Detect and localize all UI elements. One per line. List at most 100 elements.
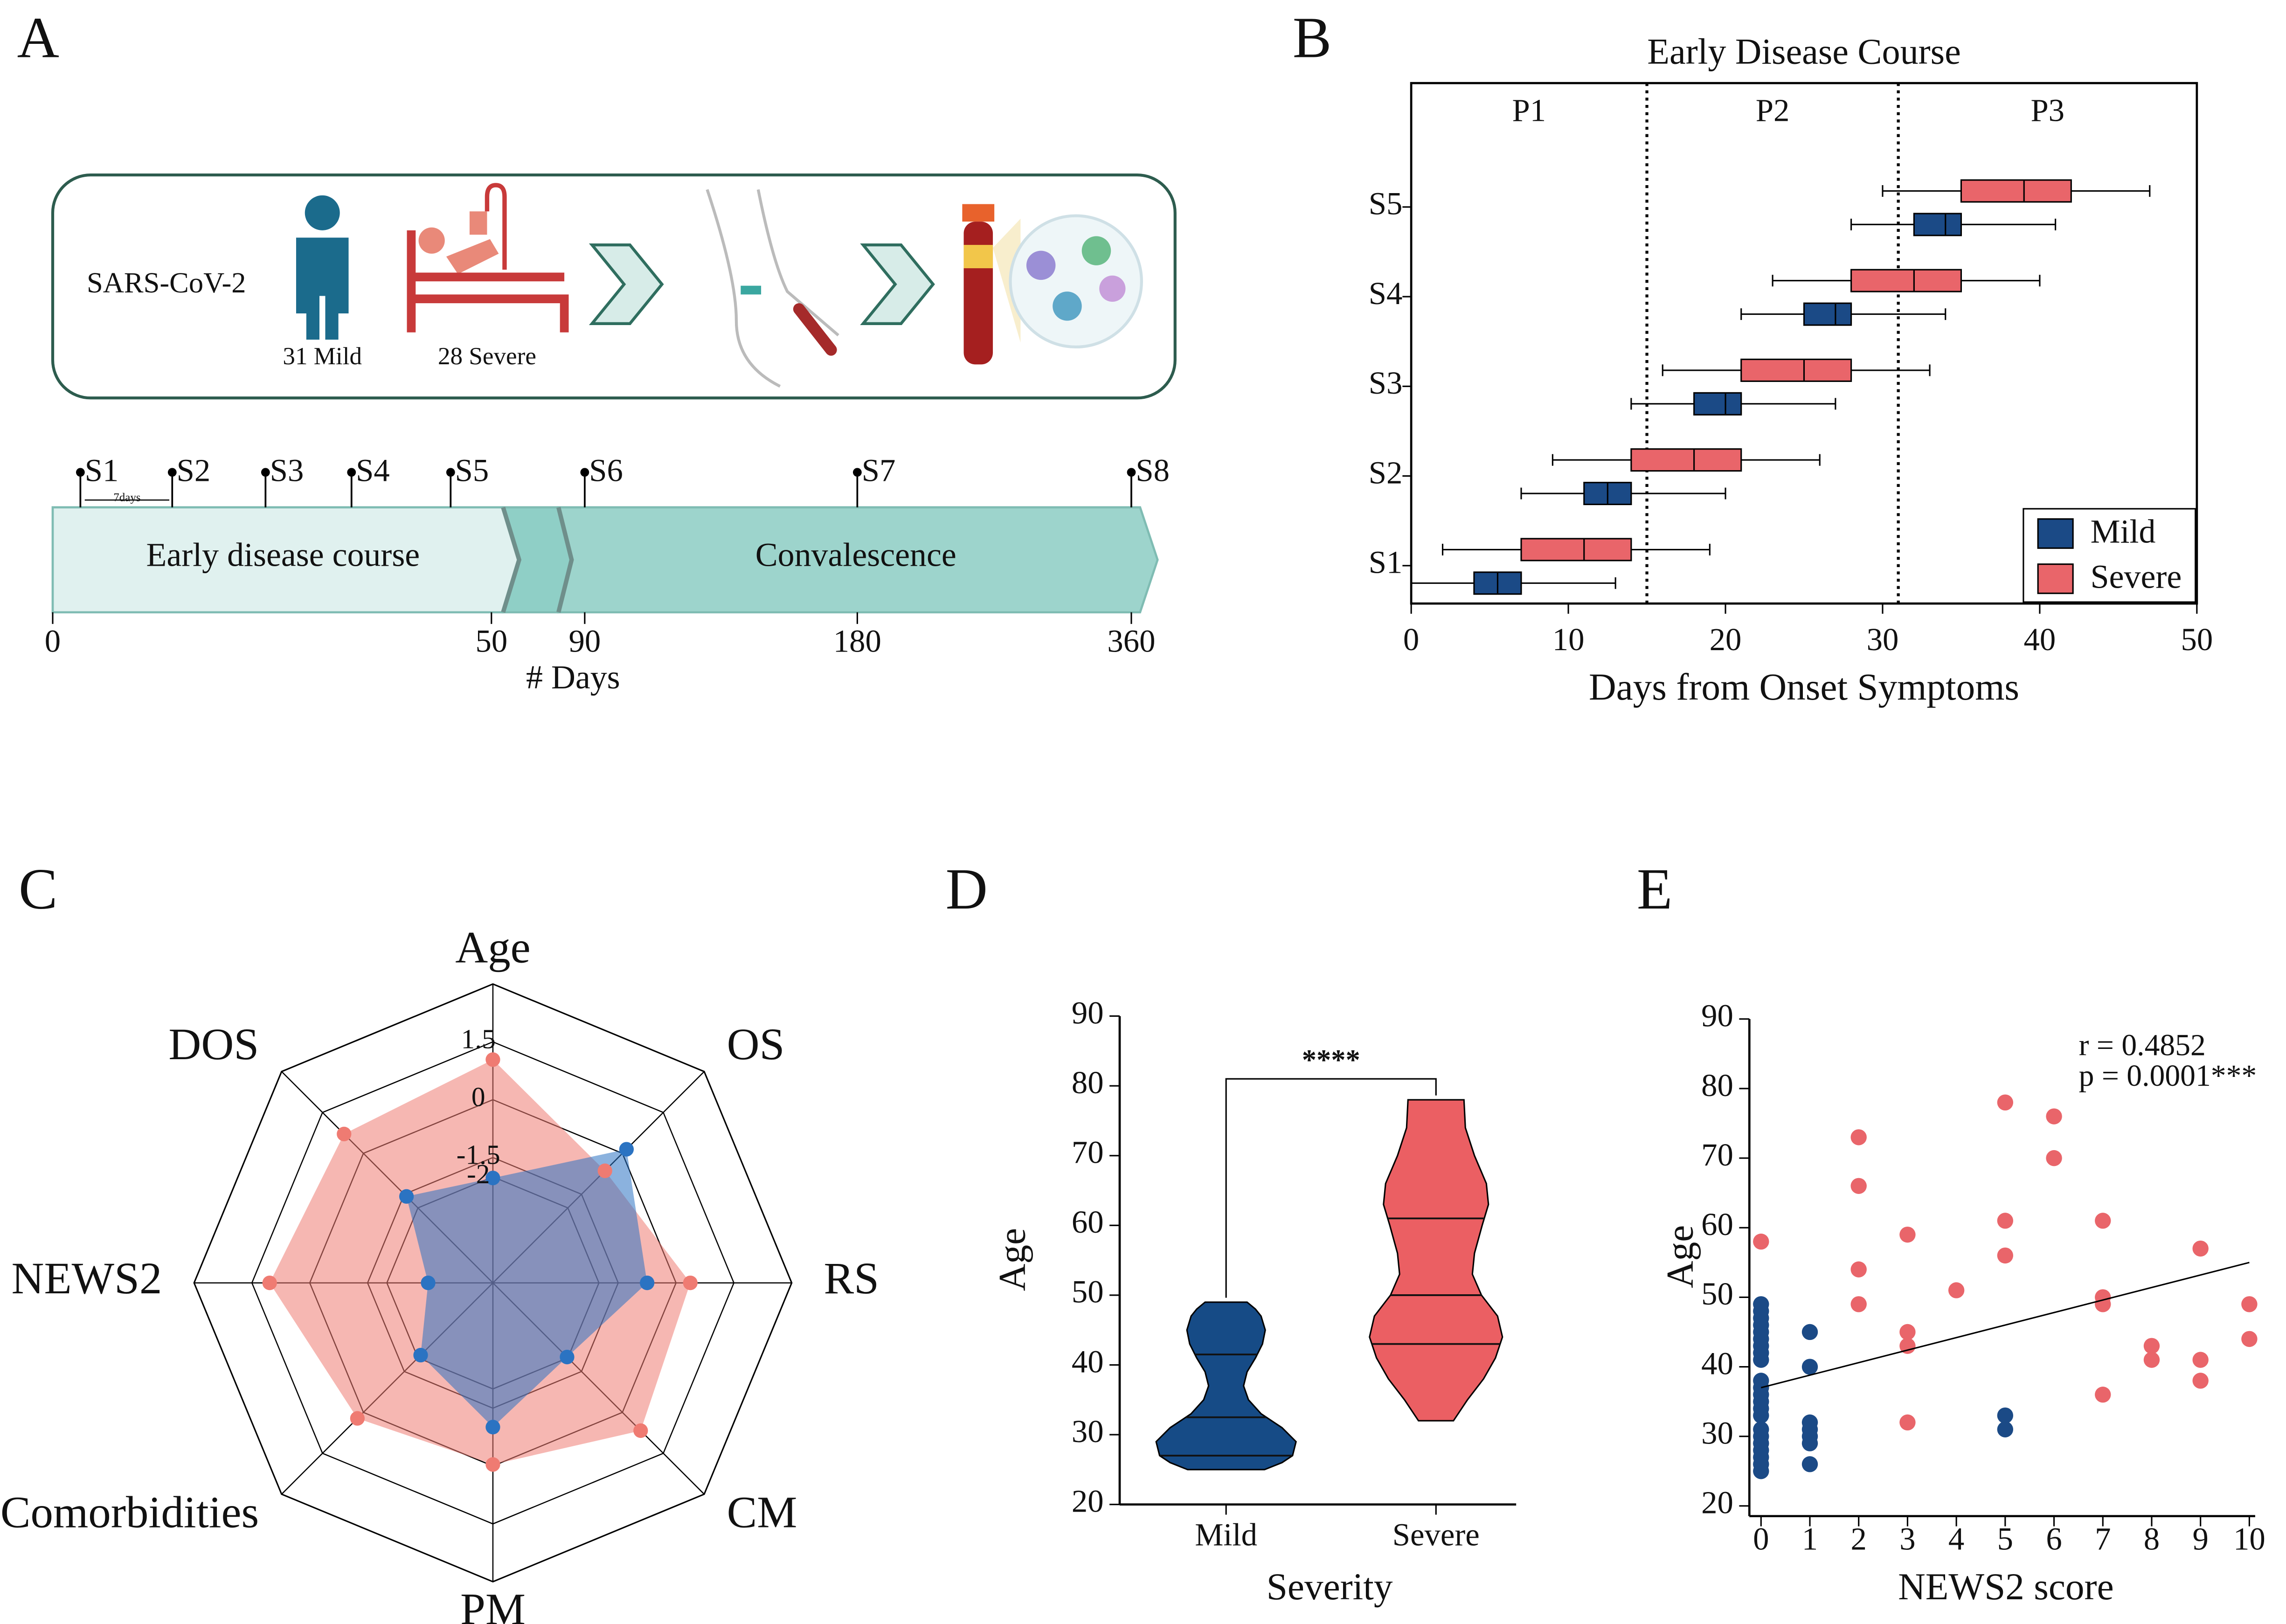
sample-pin-head [261,468,270,477]
radar-point [640,1275,655,1291]
x-axis-label: Severity [1267,1566,1393,1608]
sample-label: S6 [589,453,623,488]
radar-point [633,1423,648,1438]
sample-label: S8 [1136,453,1170,488]
x-tick-label: 1 [1802,1521,1818,1557]
phase-label: Early disease course [146,536,420,574]
region-label: P2 [1756,93,1790,128]
point [2241,1296,2258,1312]
point [1850,1129,1867,1145]
point [2143,1338,2160,1354]
sample-label: S4 [356,453,390,488]
panel-label: A [17,6,59,70]
point [1997,1421,2014,1437]
x-tick-label: 9 [2192,1521,2208,1557]
y-tick-label: 50 [1072,1274,1104,1310]
drip-bag [469,211,487,235]
y-tick-label: 30 [1701,1415,1733,1450]
r-tick-label: -1.5 [457,1139,500,1170]
day-tick-label: 50 [475,623,507,659]
point [1899,1414,1916,1431]
axis-label: RS [824,1253,879,1303]
y-tick-label: 50 [1701,1276,1733,1312]
r-tick-label: 1.5 [461,1023,496,1054]
y-tick-label: 60 [1072,1204,1104,1240]
axis-label: Comorbidities [0,1487,259,1537]
radar-point [619,1142,634,1157]
y-tick-label: 70 [1701,1137,1733,1173]
day-tick-label: 360 [1107,623,1155,659]
radar-point [485,1171,500,1186]
person-head [305,195,340,230]
y-tick-label: 40 [1701,1346,1733,1381]
sample-pin-head [76,468,85,477]
sample-label: S2 [177,453,211,488]
axis-label: OS [727,1019,785,1069]
radar-point [485,1420,500,1435]
point [1753,1352,1769,1368]
point [1997,1213,2014,1229]
point [1899,1324,1916,1340]
point [1850,1296,1867,1312]
day-tick-label: 180 [833,623,881,659]
x-tick-label: 0 [1753,1521,1769,1557]
point [2095,1387,2111,1403]
y-tick-label: 20 [1072,1483,1104,1519]
sample-tube [793,303,837,356]
point [1899,1226,1916,1243]
cohort-label: SARS-CoV-2 [87,266,246,299]
panel-label: E [1637,857,1672,922]
radar-point [337,1126,352,1142]
point [2192,1240,2209,1257]
x-tick-label: Mild [1195,1517,1257,1552]
tube-cap [962,204,995,222]
x-tick-label: Severe [1392,1517,1480,1552]
significance-bracket [1225,1078,1437,1298]
x-tick-label: 40 [2024,622,2056,657]
point [1753,1233,1769,1250]
sample-pin-head [446,468,455,477]
y-tick-label: 70 [1072,1135,1104,1170]
box [1740,358,1852,382]
region-label: P1 [1512,93,1546,128]
x-axis-label: Days from Onset Symptoms [1589,666,2019,708]
panel-label: C [19,857,57,922]
y-tick-label: 30 [1072,1414,1104,1449]
axis-label: CM [727,1487,797,1537]
radar-point [399,1189,414,1204]
point [2095,1296,2111,1312]
radar-point [597,1163,612,1178]
box [1960,179,2072,203]
legend-label: Severe [2091,558,2182,596]
box [1803,302,1852,326]
point [2192,1352,2209,1368]
y-axis-label: Age [1659,1225,1701,1288]
sample-label: S3 [270,453,304,488]
patient-head [418,227,445,254]
box [1913,213,1962,236]
box [1630,448,1742,472]
axis-label: Age [455,922,530,972]
x-tick-label: 50 [2181,622,2213,657]
x-tick-label: 4 [1948,1521,1964,1557]
r-tick-label: 0 [471,1081,485,1112]
point [1997,1407,2014,1424]
point [1850,1178,1867,1194]
legend-swatch [2037,518,2074,549]
cell [1026,250,1056,280]
chevron [589,243,664,326]
interval-label: 7days [113,492,140,504]
drip-stand [485,183,507,270]
days-axis-label: # Days [526,659,620,696]
y-tick-label: 40 [1072,1344,1104,1379]
plasma-layer [963,245,993,269]
bed-icon [407,230,569,333]
day-tick-label: 90 [568,623,601,659]
annotation: r = 0.4852 [2079,1028,2206,1062]
cell [1099,275,1126,302]
violin [1369,1099,1503,1422]
point [2143,1352,2160,1368]
point [1801,1359,1818,1375]
radar-point [485,1457,500,1472]
